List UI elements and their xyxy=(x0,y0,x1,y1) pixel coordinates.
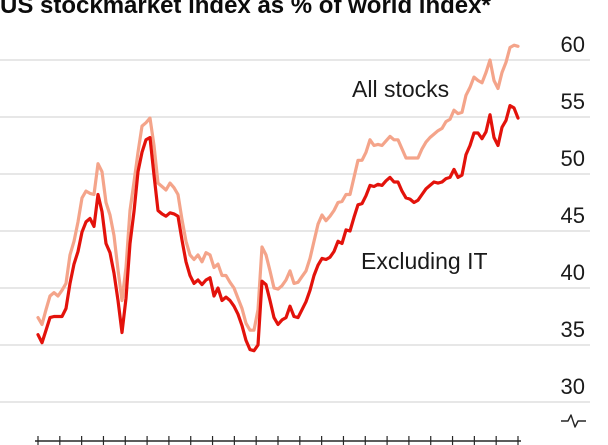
series-lines xyxy=(36,43,520,353)
y-tick-label-60: 60 xyxy=(561,32,585,57)
y-tick-label-45: 45 xyxy=(561,203,585,228)
chart-title: US stockmarket index as % of world index… xyxy=(0,0,491,19)
y-tick-label-55: 55 xyxy=(561,89,585,114)
x-axis xyxy=(35,436,521,445)
series-label-excluding-it: Excluding IT xyxy=(361,248,488,274)
y-tick-label-35: 35 xyxy=(561,317,585,342)
y-axis-labels: 30 35 40 45 50 55 60 xyxy=(561,32,585,399)
y-tick-label-50: 50 xyxy=(561,146,585,171)
gridlines xyxy=(0,59,590,403)
axis-break-icon xyxy=(561,414,586,428)
y-tick-label-40: 40 xyxy=(561,260,585,285)
series-label-all-stocks: All stocks xyxy=(352,76,449,102)
series-line-excluding-it xyxy=(36,104,520,353)
y-tick-label-30: 30 xyxy=(561,374,585,399)
series-line-all-stocks xyxy=(36,43,520,332)
